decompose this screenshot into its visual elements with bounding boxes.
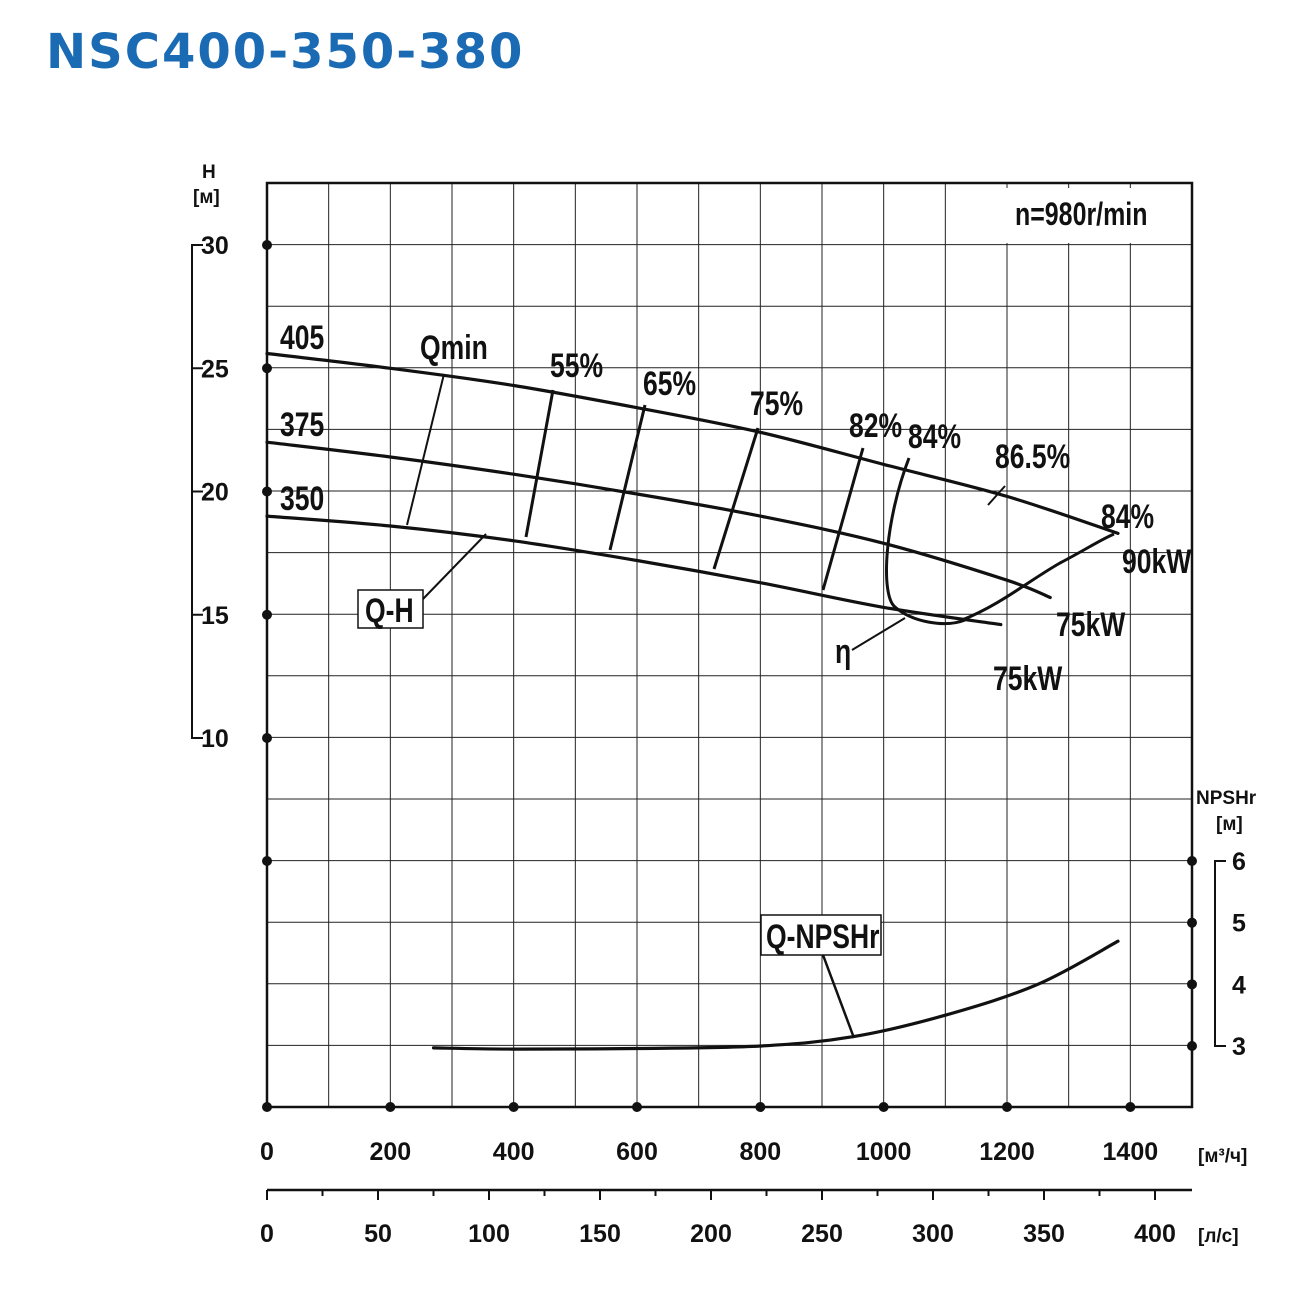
x-secondary-tick-label: 0 <box>260 1220 274 1248</box>
efficiency-label-55: 55% <box>550 347 603 385</box>
y-left-tick-label: 30 <box>201 232 229 260</box>
x-primary-grid-dot <box>508 1102 519 1112</box>
x-secondary-tick-label: 50 <box>364 1220 392 1248</box>
y-left-grid-dot <box>262 609 272 620</box>
y-right-axis-unit: [м] <box>1216 814 1243 835</box>
iso-efficiency-82 <box>821 447 865 591</box>
y-right-tick-label: 6 <box>1232 848 1246 876</box>
x-primary-tick-label: 200 <box>369 1138 411 1166</box>
iso-efficiency-75 <box>712 427 760 570</box>
y-right-axis-label: NPSHr <box>1196 788 1257 809</box>
x-primary-grid-dot <box>878 1102 889 1112</box>
labels: n=980r/min 405 375 350 Qmin 55% 65% 75% … <box>193 162 1257 1247</box>
series-label-350: 350 <box>280 480 324 518</box>
x-secondary-axis-unit: [л/с] <box>1198 1226 1239 1247</box>
speed-label: n=980r/min <box>1015 197 1147 233</box>
y-left-grid-dot <box>262 240 272 250</box>
iso-efficiency-65 <box>608 404 647 551</box>
x-primary-grid-dot <box>262 1102 272 1112</box>
iso-efficiency-84-left <box>885 457 966 626</box>
x-secondary-tick-label: 300 <box>912 1220 954 1248</box>
y-left-axis-label: H <box>202 162 216 183</box>
y-left-axis-unit: [м] <box>193 187 220 208</box>
chart-title: NSC400-350-380 <box>46 24 525 80</box>
y-left-grid-dot <box>262 486 272 497</box>
efficiency-label-75: 75% <box>750 385 803 423</box>
x-primary-tick-label: 1200 <box>979 1138 1035 1166</box>
iso-efficiency-55 <box>524 389 555 538</box>
eta-label: η <box>835 633 851 671</box>
efficiency-label-84-a: 84% <box>908 418 961 456</box>
qnpshr-label: Q-NPSHr <box>766 918 880 956</box>
power-label-90kw: 90kW <box>1122 543 1191 581</box>
eta-leader <box>851 617 906 651</box>
y-right-tick-label: 3 <box>1232 1033 1246 1061</box>
x-secondary-tick-label: 400 <box>1134 1220 1176 1248</box>
y-left-tick-label: 20 <box>201 479 229 507</box>
x-secondary-tick-label: 100 <box>468 1220 510 1248</box>
efficiency-86-5-leader <box>987 485 1006 506</box>
y-left-grid-dot <box>262 856 272 866</box>
y-left-grid-dot <box>262 733 272 743</box>
y-right-tick-label: 5 <box>1232 910 1246 938</box>
y-left-tick-label: 25 <box>201 355 229 383</box>
series-label-375: 375 <box>280 406 324 444</box>
grid <box>265 181 1194 1109</box>
qnpshr-label-box <box>760 914 882 956</box>
curves <box>265 351 1120 1051</box>
y-left-tick-label: 10 <box>201 725 229 753</box>
curve-405 <box>265 351 1120 535</box>
x-primary-grid-dot <box>755 1102 766 1112</box>
y-right-tick-label: 4 <box>1232 971 1246 999</box>
qnpshr-leader <box>821 954 856 1039</box>
y-left-tick-label: 15 <box>201 602 229 630</box>
series-label-405: 405 <box>280 319 324 357</box>
efficiency-label-65: 65% <box>643 365 696 403</box>
y-right-axis-bracket <box>1214 860 1226 1047</box>
power-label-75kw-b: 75kW <box>993 660 1062 698</box>
x-primary-grid-dot <box>385 1102 396 1112</box>
x-primary-tick-label: 600 <box>616 1138 658 1166</box>
x-primary-tick-label: 800 <box>739 1138 781 1166</box>
power-label-75kw-a: 75kW <box>1056 606 1125 644</box>
x-primary-tick-label: 1000 <box>856 1138 912 1166</box>
x-primary-axis-unit: [м³/ч] <box>1198 1146 1247 1167</box>
x-secondary-tick-label: 150 <box>579 1220 621 1248</box>
x-primary-tick-label: 400 <box>493 1138 535 1166</box>
efficiency-label-82: 82% <box>849 407 902 445</box>
speed-label-bg <box>1000 188 1190 243</box>
x-primary-grid-dot <box>1125 1102 1136 1112</box>
plot-frame <box>265 181 1194 1109</box>
efficiency-label-86-5: 86.5% <box>995 438 1070 476</box>
qmin-leader <box>406 373 445 526</box>
y-right-grid-dot <box>1187 855 1197 866</box>
x-primary-grid-dot <box>1002 1102 1012 1112</box>
y-left-grid-dot <box>262 363 272 374</box>
qmin-label: Qmin <box>420 329 488 367</box>
x-secondary-tick-label: 200 <box>690 1220 732 1248</box>
x-primary-tick-label: 1400 <box>1103 1138 1159 1166</box>
curve-q-npshr <box>431 939 1120 1051</box>
qh-leader <box>422 533 487 600</box>
y-right-grid-dot <box>1187 917 1197 928</box>
y-right-grid-dot <box>1187 979 1197 990</box>
x-primary-grid-dot <box>632 1102 642 1112</box>
efficiency-label-84-b: 84% <box>1101 498 1154 536</box>
iso-efficiency-84-right <box>961 532 1115 622</box>
qh-label-box <box>357 589 424 629</box>
y-right-grid-dot <box>1187 1041 1197 1051</box>
qh-label: Q-H <box>365 592 414 630</box>
curve-350 <box>265 514 1003 627</box>
x-secondary-tick-label: 350 <box>1023 1220 1065 1248</box>
curve-375 <box>265 440 1052 600</box>
x-primary-tick-label: 0 <box>260 1138 274 1166</box>
x-secondary-tick-label: 250 <box>801 1220 843 1248</box>
